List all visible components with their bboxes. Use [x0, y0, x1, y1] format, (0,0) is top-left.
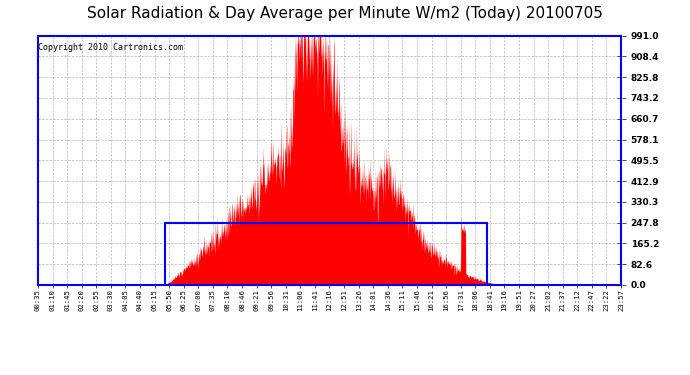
Text: Solar Radiation & Day Average per Minute W/m2 (Today) 20100705: Solar Radiation & Day Average per Minute…: [87, 6, 603, 21]
Bar: [166, 223, 487, 285]
Text: Copyright 2010 Cartronics.com: Copyright 2010 Cartronics.com: [38, 43, 183, 52]
